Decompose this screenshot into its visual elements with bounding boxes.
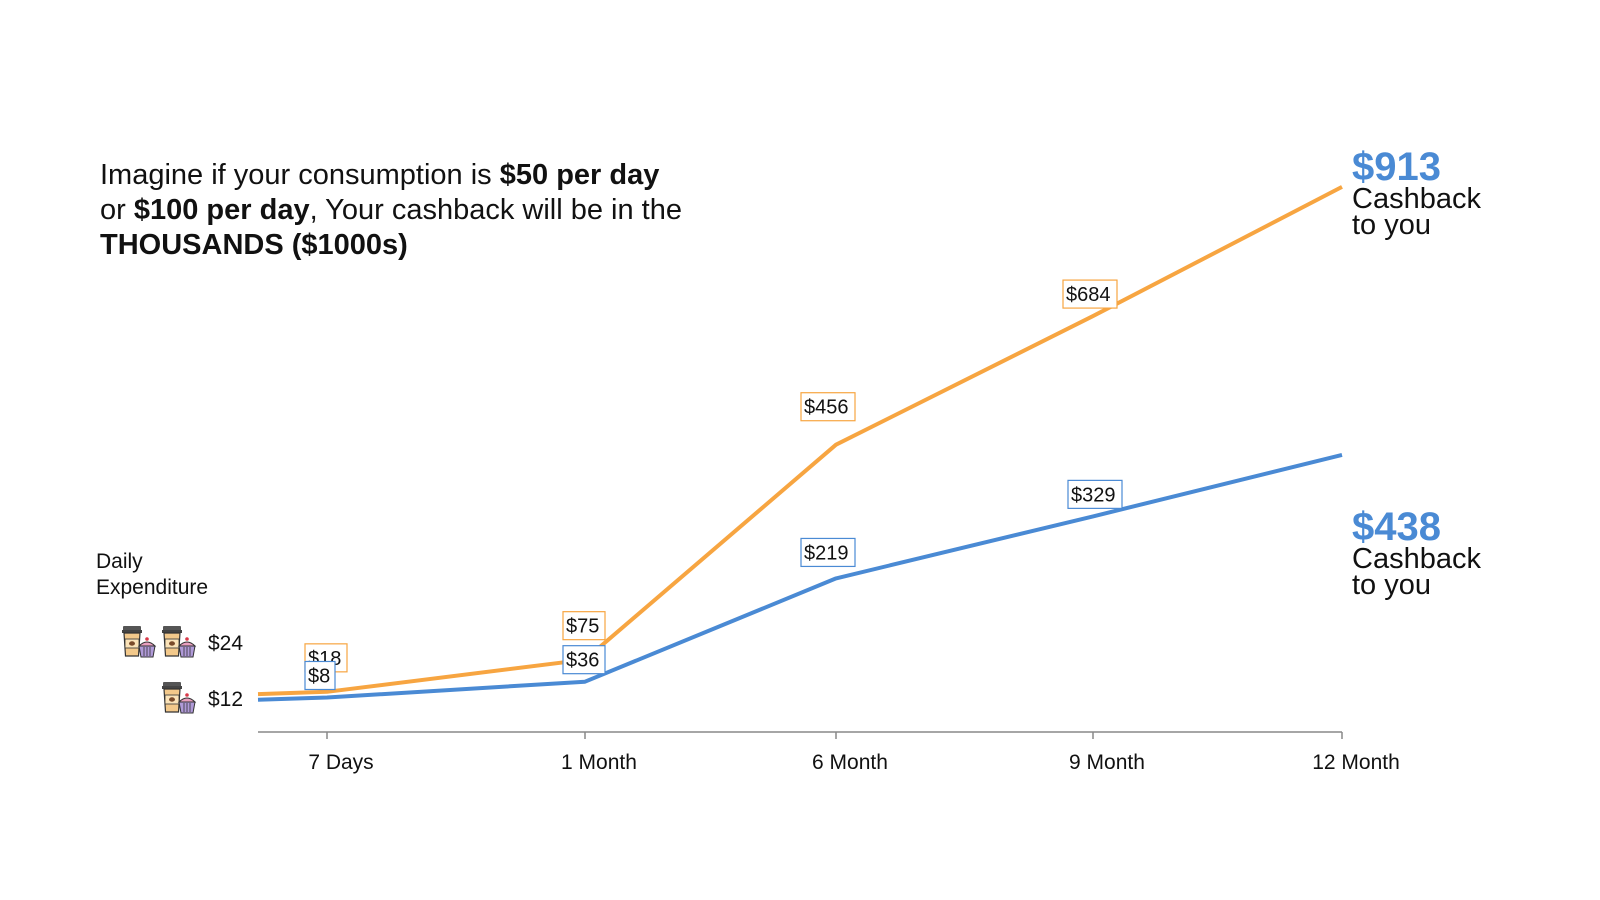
value-label-box bbox=[562, 645, 606, 675]
x-tick-label: 9 Month bbox=[1069, 751, 1145, 774]
low-series-line bbox=[257, 452, 1343, 702]
x-axis-ticks: 7 Days 1 Month 6 Month 9 Month 12 Month bbox=[308, 732, 1400, 774]
value-label-box bbox=[562, 611, 606, 641]
value-label-box bbox=[1062, 279, 1118, 309]
headline: Imagine if your consumption is $50 per d… bbox=[100, 158, 800, 263]
low-series-end-caption-2: to you bbox=[1352, 569, 1431, 601]
value-labels: $18$75$456$684$8$36$219$329 bbox=[304, 279, 1123, 691]
value-label: $456 bbox=[804, 397, 849, 419]
headline-line3-bold: THOUSANDS ($1000s) bbox=[100, 229, 408, 261]
headline-line1-text: Imagine if your consumption is bbox=[100, 159, 500, 191]
expenditure-value: $24 bbox=[208, 632, 243, 655]
expenditure-legend: $24 $12 bbox=[121, 625, 243, 714]
value-label-box bbox=[1067, 479, 1123, 509]
value-label-box bbox=[304, 660, 336, 691]
coffee-cupcake-icon bbox=[121, 625, 156, 658]
daily-expenditure-label: Daily Expenditure bbox=[96, 550, 209, 599]
high-series-line bbox=[257, 185, 1343, 697]
value-label: $684 bbox=[1066, 284, 1111, 306]
high-series-end-caption-1: Cashback bbox=[1352, 183, 1481, 215]
headline-line2-bold: $100 per day bbox=[133, 194, 310, 226]
value-label: $36 bbox=[566, 650, 599, 672]
high-series-end-amount: $913 bbox=[1352, 145, 1441, 189]
value-label: $219 bbox=[804, 542, 849, 564]
value-label: $329 bbox=[1071, 484, 1116, 506]
low-series-end-amount: $438 bbox=[1352, 505, 1441, 549]
expenditure-value: $12 bbox=[208, 688, 243, 711]
high-series-end-caption-2: to you bbox=[1352, 209, 1431, 241]
value-label: $75 bbox=[566, 616, 599, 638]
series-lines bbox=[257, 185, 1343, 702]
headline-line2-pre: or bbox=[100, 194, 134, 226]
x-tick-label: 12 Month bbox=[1312, 751, 1400, 774]
headline-line1-bold: $50 per day bbox=[499, 159, 660, 191]
low-series-end-caption-1: Cashback bbox=[1352, 543, 1481, 575]
x-tick-label: 1 Month bbox=[561, 751, 637, 774]
headline-line2-post: , Your cashback will be in the bbox=[309, 194, 682, 226]
coffee-cupcake-icon bbox=[161, 625, 196, 658]
value-label-box bbox=[800, 537, 856, 568]
x-tick-label: 6 Month bbox=[812, 751, 888, 774]
value-label-box bbox=[800, 392, 856, 422]
x-tick-label: 7 Days bbox=[308, 751, 373, 774]
coffee-cupcake-icon bbox=[161, 681, 196, 714]
value-label: $8 bbox=[308, 665, 330, 687]
